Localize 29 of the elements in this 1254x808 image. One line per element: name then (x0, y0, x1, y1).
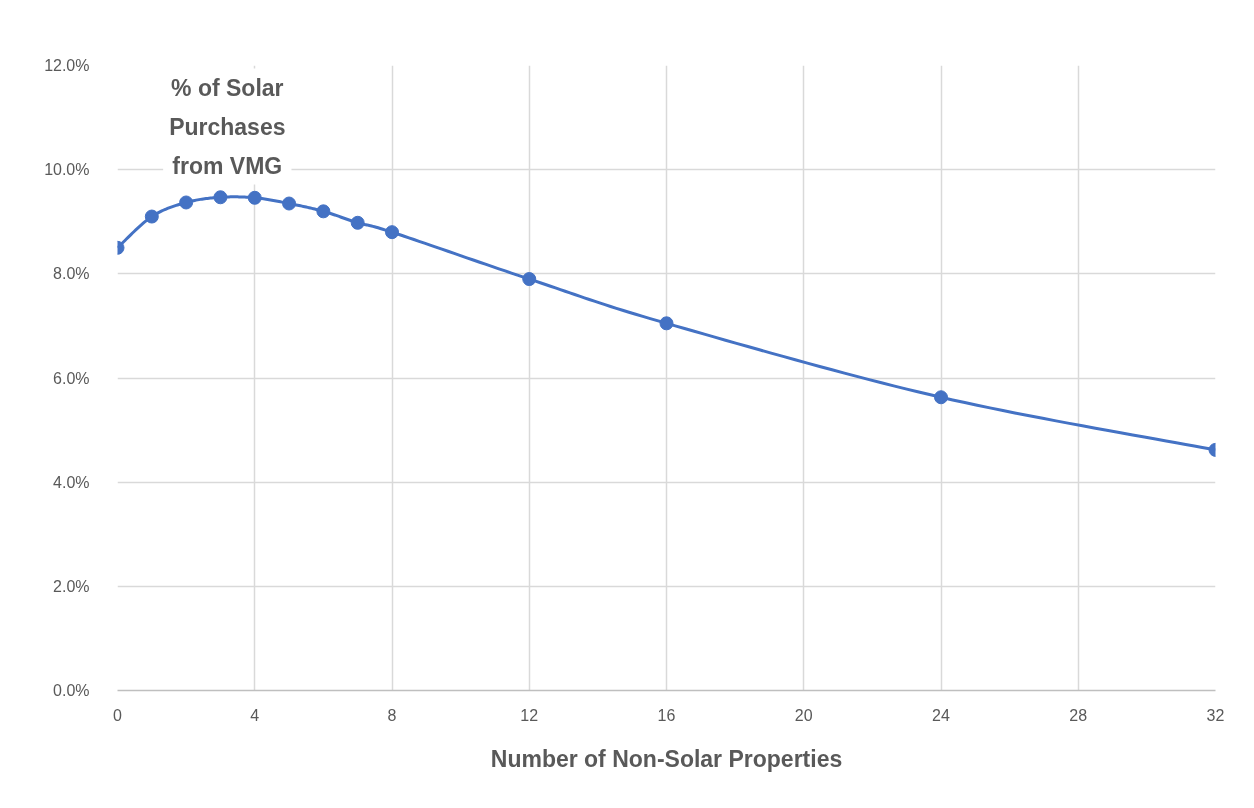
x-tick-label: 12 (520, 706, 539, 724)
y-tick-label: 12.0% (44, 57, 90, 74)
y-tick-label: 4.0% (53, 473, 90, 491)
x-tick-label: 20 (794, 706, 813, 724)
point (144, 209, 159, 224)
y-tick-label: 0.0% (53, 682, 90, 699)
x-tick-label: 24 (932, 706, 950, 724)
y-axis-title: % of Solar Purchases from VMG (169, 74, 286, 179)
x-tick-label: 4 (250, 706, 260, 724)
point (934, 390, 948, 405)
x-tick-label: 8 (387, 706, 397, 724)
y-tick-label: 6.0% (53, 369, 90, 387)
point (179, 195, 194, 210)
y-tick-label: 8.0% (53, 265, 90, 283)
x-axis-title: Number of Non-Solar Properties (490, 745, 843, 772)
point (247, 190, 262, 205)
point (522, 272, 537, 287)
x-tick-label: 28 (1069, 706, 1088, 724)
x-tick-label: 32 (1206, 706, 1225, 724)
y-tick-label: 10.0% (44, 161, 90, 179)
point (385, 225, 399, 240)
point (659, 316, 674, 331)
point (213, 190, 228, 205)
y-tick-label: 2.0% (53, 577, 90, 595)
point (282, 196, 297, 211)
x-tick-label: 0 (113, 706, 123, 724)
x-tick-label: 16 (657, 706, 676, 724)
point (350, 215, 365, 230)
point (316, 204, 331, 219)
